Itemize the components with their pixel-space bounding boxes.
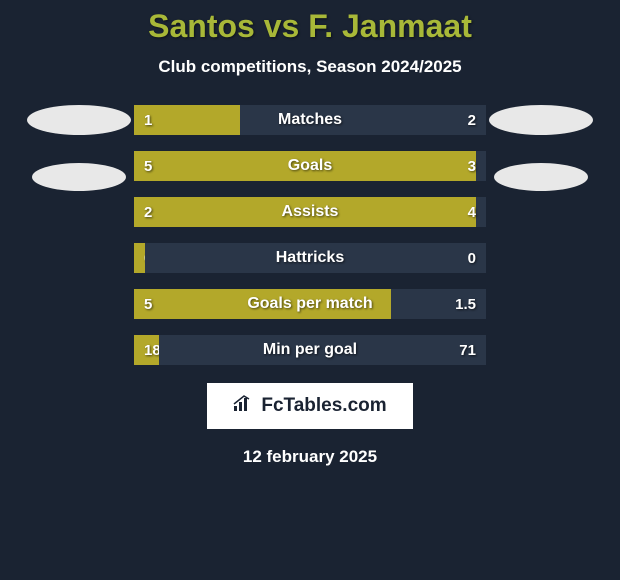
stat-bar-right: 3 — [476, 151, 486, 181]
date-line: 12 february 2025 — [0, 447, 620, 467]
stat-value-right: 2 — [468, 112, 476, 129]
stat-bar-left: 1 — [134, 105, 240, 135]
stat-bar-left: 5 — [134, 151, 476, 181]
stat-bar-right: 71 — [159, 335, 486, 365]
logo-text: FcTables.com — [261, 395, 386, 417]
stat-value-left: 2 — [144, 204, 152, 221]
stat-bar-right: 4 — [476, 197, 486, 227]
stat-row: 24Assists — [134, 197, 486, 227]
player1-avatar-top — [27, 105, 131, 135]
stat-bar-left: 2 — [134, 197, 476, 227]
player2-avatar-col — [486, 105, 596, 191]
stat-value-right: 71 — [459, 342, 476, 359]
stat-value-right: 3 — [468, 158, 476, 175]
stat-bar-left: 0 — [134, 243, 145, 273]
stat-value-left: 5 — [144, 296, 152, 313]
comparison-area: 12Matches53Goals24Assists00Hattricks51.5… — [0, 105, 620, 365]
stat-bar-left: 5 — [134, 289, 391, 319]
stat-value-right: 1.5 — [455, 296, 476, 313]
stat-row: 1871Min per goal — [134, 335, 486, 365]
logo-badge[interactable]: FcTables.com — [207, 383, 413, 429]
stat-bar-right: 1.5 — [391, 289, 486, 319]
stat-value-left: 1 — [144, 112, 152, 129]
stat-row: 53Goals — [134, 151, 486, 181]
stat-bar-left: 18 — [134, 335, 159, 365]
stat-value-right: 0 — [468, 250, 476, 267]
subtitle: Club competitions, Season 2024/2025 — [0, 57, 620, 77]
player2-avatar-bottom — [494, 163, 588, 191]
stat-row: 51.5Goals per match — [134, 289, 486, 319]
stat-row: 12Matches — [134, 105, 486, 135]
player2-avatar-top — [489, 105, 593, 135]
player1-avatar-col — [24, 105, 134, 191]
page-title: Santos vs F. Janmaat — [0, 8, 620, 45]
stat-bar-right: 0 — [145, 243, 486, 273]
logo-icon — [233, 394, 255, 418]
stat-value-right: 4 — [468, 204, 476, 221]
stat-value-left: 5 — [144, 158, 152, 175]
player1-avatar-bottom — [32, 163, 126, 191]
stats-bars: 12Matches53Goals24Assists00Hattricks51.5… — [134, 105, 486, 365]
stat-bar-right: 2 — [240, 105, 486, 135]
stat-row: 00Hattricks — [134, 243, 486, 273]
